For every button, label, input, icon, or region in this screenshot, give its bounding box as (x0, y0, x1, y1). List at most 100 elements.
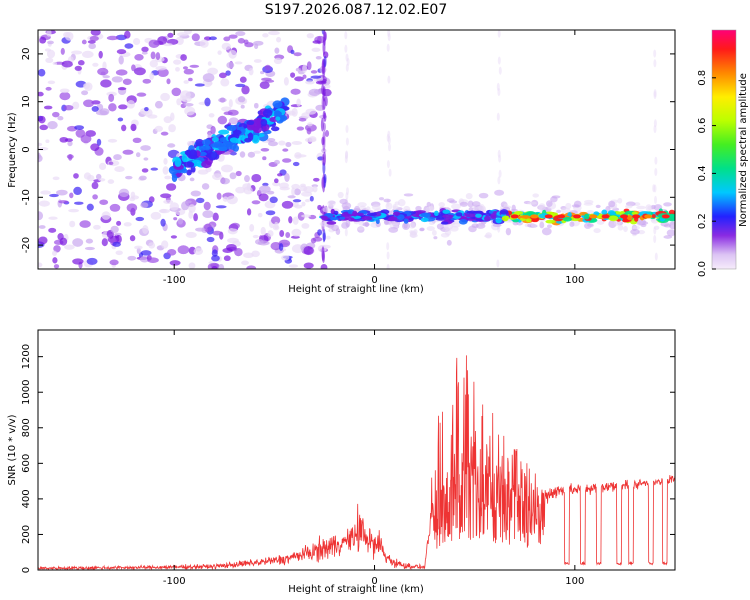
heatmap-blob (253, 102, 259, 109)
heatmap-blob (72, 101, 80, 110)
heatmap-blob (73, 186, 82, 196)
heatmap-blob (234, 247, 243, 257)
heatmap-blob (148, 39, 160, 49)
heatmap-blob (140, 145, 151, 151)
heatmap-blob (181, 201, 190, 211)
heatmap-blob (111, 76, 123, 83)
heatmap-blob (449, 225, 459, 232)
heatmap-blob (67, 140, 73, 147)
heatmap-blob (292, 216, 299, 225)
heatmap-blob (288, 216, 293, 224)
heatmap-blob (258, 193, 269, 202)
heatmap-blob (193, 213, 198, 222)
heatmap-blob (595, 204, 601, 209)
heatmap-blob (285, 232, 291, 238)
heatmap-blob (298, 118, 307, 122)
heatmap-blob (667, 216, 675, 222)
heatmap-blob (295, 154, 307, 158)
heatmap-blob (352, 210, 358, 217)
heatmap-blob (397, 199, 406, 207)
heatmap-blob (545, 219, 556, 224)
heatmap-blob (212, 230, 223, 236)
heatmap-blob (323, 151, 326, 166)
heatmap-blob (434, 210, 439, 217)
y-tick-label: 0 (21, 567, 32, 573)
heatmap-blob (499, 209, 509, 215)
heatmap-blob (113, 154, 122, 161)
heatmap-blob (325, 84, 331, 89)
heatmap-blob (229, 137, 239, 143)
heatmap-blob (260, 226, 266, 236)
heatmap-blob (259, 81, 270, 90)
heatmap-blob (645, 204, 652, 212)
heatmap-blob (226, 126, 232, 131)
heatmap-blob (654, 168, 658, 176)
heatmap-blob (202, 73, 215, 83)
heatmap-blob (274, 47, 280, 54)
heatmap-blob (221, 42, 231, 51)
heatmap-blob (167, 32, 174, 38)
heatmap-blob (218, 263, 225, 269)
heatmap-blob (98, 178, 106, 182)
heatmap-blob (167, 143, 176, 148)
snr-ylabel: SNR (10 * v/v) (7, 414, 18, 485)
heatmap-blob (56, 189, 68, 196)
heatmap-blob (163, 116, 173, 124)
heatmap-blob (81, 90, 89, 96)
heatmap-blob (90, 143, 100, 152)
heatmap-blob (38, 262, 43, 268)
heatmap-blob (310, 70, 318, 74)
heatmap-blob (357, 226, 365, 231)
heatmap-blob (230, 222, 240, 229)
heatmap-blob (420, 217, 429, 223)
heatmap-blob (115, 250, 123, 256)
heatmap-blob (117, 117, 124, 122)
heatmap-blob (653, 89, 657, 98)
heatmap-blob (426, 226, 435, 232)
heatmap-blob (608, 215, 619, 222)
heatmap-blob (387, 75, 391, 84)
heatmap-blob (408, 222, 416, 229)
heatmap-blob (124, 43, 134, 49)
heatmap-blob (39, 36, 47, 44)
heatmap-blob (560, 207, 571, 214)
heatmap-blob (45, 139, 50, 144)
heatmap-blob (157, 68, 169, 77)
heatmap-blob (249, 224, 255, 232)
heatmap-blob (188, 154, 198, 160)
heatmap-blob (132, 137, 142, 144)
heatmap-blob (281, 200, 294, 209)
heatmap-blob (333, 210, 339, 215)
colorbar-gradient (711, 29, 737, 270)
heatmap-blob (84, 246, 95, 251)
heatmap-blob (348, 217, 355, 222)
heatmap-blob (101, 211, 111, 220)
heatmap-blob (356, 212, 364, 216)
heatmap-blob (345, 125, 349, 133)
heatmap-blob (320, 117, 324, 132)
heatmap-blob (468, 207, 474, 212)
heatmap-blob (149, 72, 155, 80)
heatmap-blob (252, 234, 259, 239)
heatmap-blob (183, 161, 195, 168)
heatmap-blob (38, 225, 46, 229)
heatmap-blob (108, 161, 114, 165)
heatmap-blob (344, 44, 348, 53)
heatmap-blob (272, 181, 281, 187)
heatmap-blob (218, 129, 230, 135)
heatmap-blob (278, 140, 286, 146)
heatmap-blob (324, 130, 330, 137)
heatmap-blob (227, 227, 238, 235)
heatmap-blob (100, 79, 112, 88)
heatmap-blob (160, 218, 166, 227)
heatmap-blob (425, 206, 434, 212)
heatmap-blob (176, 32, 189, 37)
heatmap-blob (371, 204, 381, 211)
heatmap-blob (587, 223, 594, 227)
x-tick-label: 100 (565, 275, 584, 286)
heatmap-blob (596, 219, 605, 225)
heatmap-blob (475, 223, 486, 229)
heatmap-blob (663, 202, 672, 207)
